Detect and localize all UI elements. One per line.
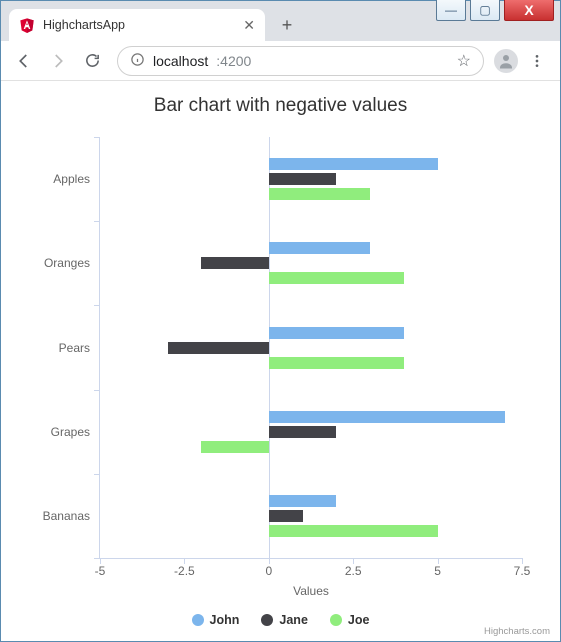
category-label: Oranges (44, 256, 90, 270)
bar[interactable] (269, 158, 438, 170)
window-controls: — ▢ X (436, 0, 554, 21)
y-tick-mark (94, 390, 100, 391)
y-tick-mark (94, 221, 100, 222)
y-tick-mark (94, 474, 100, 475)
category-label: Apples (53, 172, 90, 186)
bar[interactable] (269, 426, 337, 438)
legend-swatch (261, 614, 273, 626)
browser-window: — ▢ X HighchartsApp ✕ + localhost :4200 (0, 0, 561, 642)
bookmark-star-icon[interactable]: ☆ (457, 51, 471, 71)
category-label: Grapes (51, 425, 90, 439)
chart-legend: John Jane Joe (19, 609, 542, 633)
category-label: Pears (59, 341, 90, 355)
category-label: Bananas (43, 509, 90, 523)
x-axis-label: Values (293, 558, 329, 598)
bar[interactable] (269, 327, 404, 339)
bar[interactable] (269, 495, 337, 507)
browser-tab[interactable]: HighchartsApp ✕ (9, 9, 265, 41)
tab-close-icon[interactable]: ✕ (243, 17, 255, 34)
legend-label: John (210, 613, 240, 627)
bar[interactable] (269, 272, 404, 284)
new-tab-button[interactable]: + (273, 11, 301, 39)
bar[interactable] (168, 342, 269, 354)
url-port: :4200 (216, 53, 251, 69)
window-close-button[interactable]: X (504, 0, 554, 21)
forward-button[interactable] (43, 46, 73, 76)
bar[interactable] (269, 188, 370, 200)
plot-area: ApplesOrangesPearsGrapesBananas-5-2.502.… (99, 137, 522, 559)
x-tick-mark (269, 558, 270, 564)
chart-credits[interactable]: Highcharts.com (484, 626, 550, 637)
chart-area: ApplesOrangesPearsGrapesBananas-5-2.502.… (19, 127, 542, 609)
bar[interactable] (269, 242, 370, 254)
x-tick-mark (522, 558, 523, 564)
legend-swatch (192, 614, 204, 626)
y-tick-mark (94, 137, 100, 138)
legend-item[interactable]: John (192, 613, 240, 627)
tab-title: HighchartsApp (43, 18, 235, 32)
legend-swatch (330, 614, 342, 626)
x-tick-mark (184, 558, 185, 564)
site-info-icon[interactable] (130, 52, 145, 70)
chart-title: Bar chart with negative values (19, 95, 542, 117)
x-tick-mark (438, 558, 439, 564)
address-bar[interactable]: localhost :4200 ☆ (117, 46, 484, 76)
bar[interactable] (201, 257, 269, 269)
bar[interactable] (269, 357, 404, 369)
legend-label: Jane (279, 613, 308, 627)
bar[interactable] (269, 411, 505, 423)
legend-item[interactable]: Jane (261, 613, 308, 627)
angular-favicon (19, 17, 35, 33)
reload-button[interactable] (77, 46, 107, 76)
y-tick-mark (94, 305, 100, 306)
bar[interactable] (269, 510, 303, 522)
browser-menu-button[interactable] (522, 46, 552, 76)
url-host: localhost (153, 53, 208, 69)
bar[interactable] (269, 525, 438, 537)
x-tick-mark (353, 558, 354, 564)
browser-toolbar: localhost :4200 ☆ (1, 41, 560, 81)
legend-item[interactable]: Joe (330, 613, 370, 627)
maximize-button[interactable]: ▢ (470, 0, 500, 21)
back-button[interactable] (9, 46, 39, 76)
page-content: Bar chart with negative values ApplesOra… (1, 81, 560, 641)
bar[interactable] (201, 441, 269, 453)
legend-label: Joe (348, 613, 370, 627)
profile-avatar[interactable] (494, 49, 518, 73)
x-tick-mark (100, 558, 101, 564)
minimize-button[interactable]: — (436, 0, 466, 21)
bar[interactable] (269, 173, 337, 185)
